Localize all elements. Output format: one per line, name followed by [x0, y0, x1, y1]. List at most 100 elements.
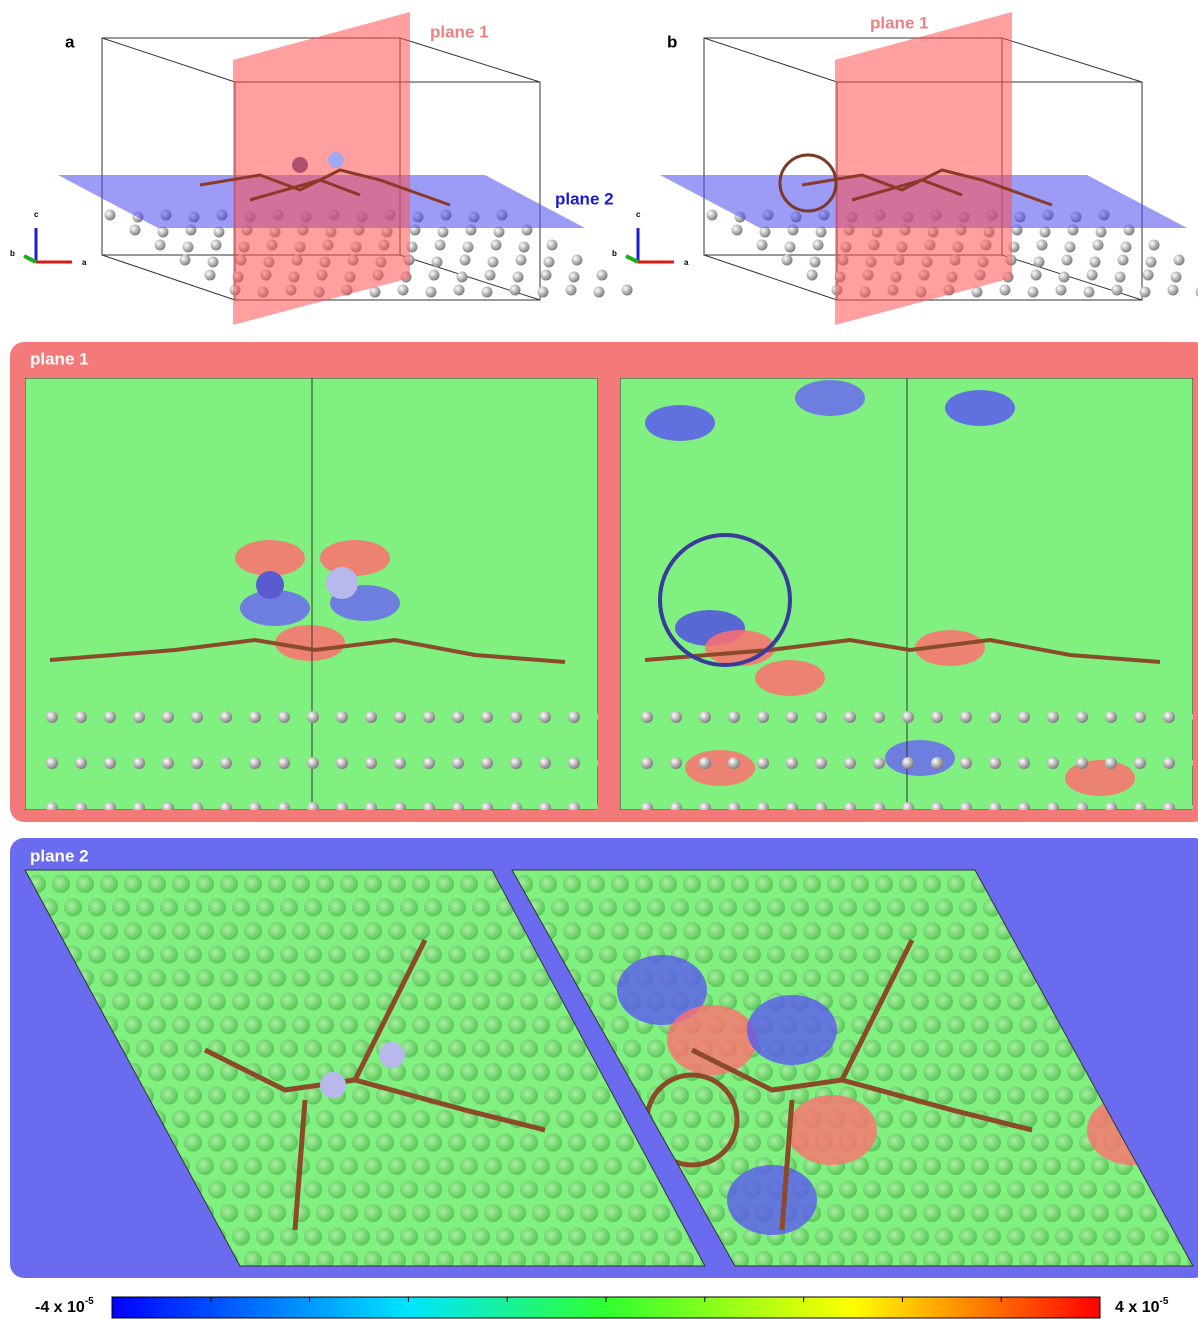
atom — [815, 1228, 833, 1246]
atom — [755, 969, 773, 987]
atom — [959, 1134, 977, 1152]
atom — [448, 899, 466, 917]
atom — [935, 993, 953, 1011]
atom — [983, 1134, 1001, 1152]
atom — [1093, 240, 1104, 251]
plane-1 — [233, 12, 410, 325]
atom — [827, 922, 845, 940]
atom — [959, 1228, 977, 1246]
atom — [659, 922, 677, 940]
atom — [472, 1087, 490, 1105]
atom — [827, 1204, 845, 1222]
atom — [807, 270, 818, 281]
atom — [508, 1016, 526, 1034]
atom — [124, 922, 142, 940]
atom — [268, 1204, 286, 1222]
atom — [130, 225, 141, 236]
atom — [268, 875, 286, 893]
atom — [592, 1181, 610, 1199]
atom — [695, 946, 713, 964]
atom — [496, 1040, 514, 1058]
density-lobe — [705, 630, 775, 666]
atom — [779, 875, 797, 893]
atom — [923, 1063, 941, 1081]
atom — [508, 1063, 526, 1081]
atom — [412, 969, 430, 987]
atom — [220, 757, 232, 769]
density-lobe — [787, 1095, 877, 1165]
atom — [196, 1063, 214, 1081]
atom — [1079, 1228, 1097, 1246]
atom — [899, 969, 917, 987]
atom — [580, 1063, 598, 1081]
atom — [520, 1087, 538, 1105]
atom — [352, 899, 370, 917]
atom — [412, 1110, 430, 1128]
atom — [839, 899, 857, 917]
atom — [388, 875, 406, 893]
atom — [172, 969, 190, 987]
atom — [352, 1181, 370, 1199]
atom — [911, 946, 929, 964]
atom — [604, 1110, 622, 1128]
atom — [278, 711, 290, 723]
axis-label: a — [684, 258, 689, 267]
atom — [328, 1181, 346, 1199]
atom — [148, 1063, 166, 1081]
atom — [328, 946, 346, 964]
density-map — [620, 378, 1198, 814]
atom — [452, 757, 464, 769]
atom — [707, 1110, 725, 1128]
atom — [1055, 1181, 1073, 1199]
atom — [424, 1040, 442, 1058]
atom — [1067, 1204, 1085, 1222]
atom — [935, 1134, 953, 1152]
atom — [731, 875, 749, 893]
atom — [1091, 1204, 1109, 1222]
atom — [782, 255, 793, 266]
atom — [424, 946, 442, 964]
atom — [365, 711, 377, 723]
atom — [743, 899, 761, 917]
atom — [292, 875, 310, 893]
atom — [520, 1181, 538, 1199]
atom — [249, 711, 261, 723]
panel-label: a — [65, 32, 75, 51]
atom — [563, 875, 581, 893]
atom — [76, 875, 94, 893]
atom — [460, 1204, 478, 1222]
atom — [1168, 285, 1179, 296]
atom — [148, 969, 166, 987]
atom — [815, 899, 833, 917]
atom — [304, 1040, 322, 1058]
atom — [863, 1228, 881, 1246]
atom — [292, 1016, 310, 1034]
atom — [757, 711, 769, 723]
atom — [64, 899, 82, 917]
atom — [995, 1063, 1013, 1081]
atom — [947, 875, 965, 893]
atom — [496, 1228, 514, 1246]
atom — [232, 1181, 250, 1199]
atom — [594, 287, 605, 298]
atom — [423, 757, 435, 769]
atom — [460, 875, 478, 893]
atom — [989, 711, 1001, 723]
atom — [472, 1228, 490, 1246]
atom — [1174, 255, 1185, 266]
atom — [364, 1063, 382, 1081]
atom — [863, 946, 881, 964]
atom — [532, 1157, 550, 1175]
atom — [568, 1228, 586, 1246]
atom — [652, 1204, 670, 1222]
atom — [412, 875, 430, 893]
atom — [232, 1040, 250, 1058]
atom — [767, 946, 785, 964]
density-lobe — [755, 660, 825, 696]
atom — [112, 899, 130, 917]
atom — [983, 1087, 1001, 1105]
atom — [863, 1040, 881, 1058]
atom — [136, 899, 154, 917]
atom — [1007, 1087, 1025, 1105]
atom — [611, 1016, 629, 1034]
